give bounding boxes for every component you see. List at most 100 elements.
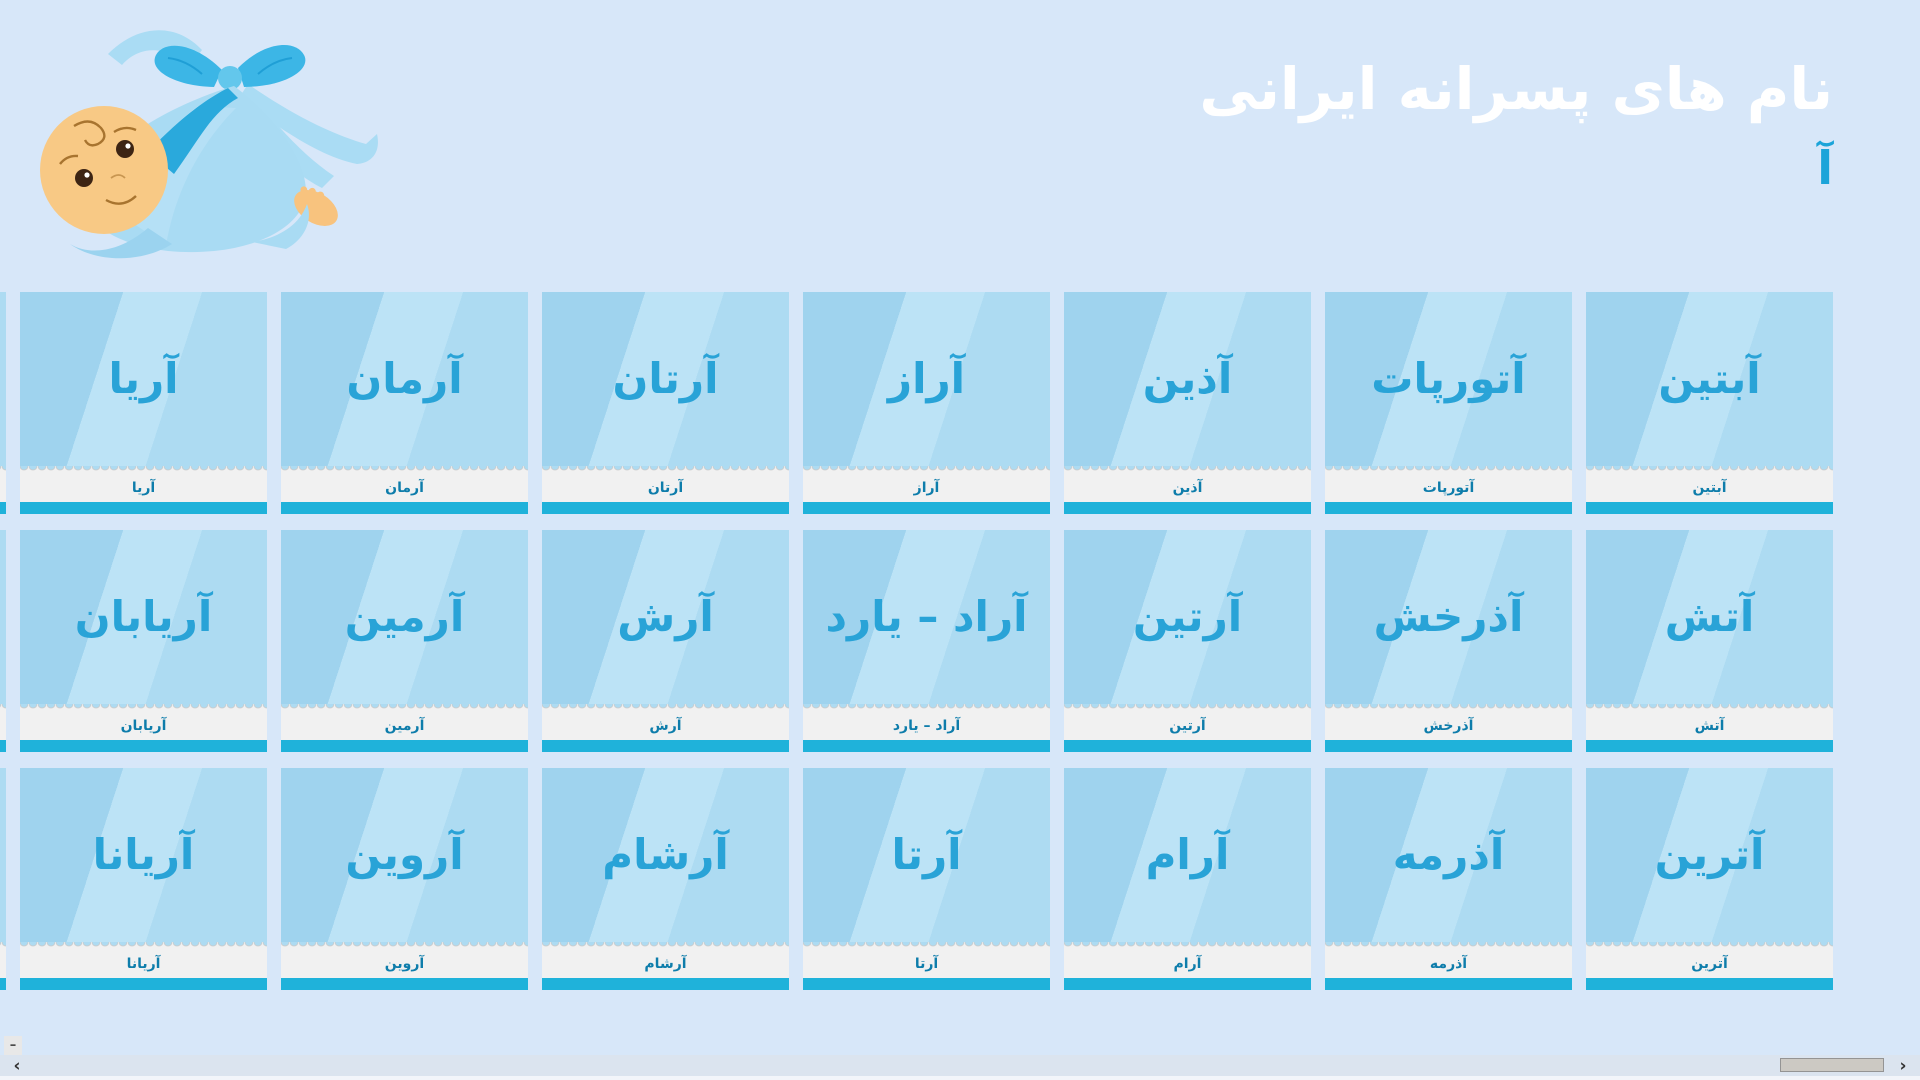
name-card[interactable]: آریابان آریابان bbox=[20, 530, 267, 752]
card-accent-bar bbox=[1064, 740, 1311, 752]
name-label-strip: آراد – یارد bbox=[803, 712, 1050, 740]
card-accent-bar bbox=[1325, 740, 1572, 752]
name-label-strip: آذرخش bbox=[1325, 712, 1572, 740]
name-card[interactable]: آراد – یارد آراد – یارد bbox=[803, 530, 1050, 752]
name-label-strip: آذین bbox=[1064, 474, 1311, 502]
name-label: آرمین bbox=[384, 718, 425, 734]
card-face: آریابان bbox=[20, 530, 267, 704]
name-label-strip: آرتین bbox=[1064, 712, 1311, 740]
card-face bbox=[0, 530, 6, 704]
card-accent-bar bbox=[542, 978, 789, 990]
card-accent-bar bbox=[542, 502, 789, 514]
name-card[interactable]: آذرخش آذرخش bbox=[1325, 530, 1572, 752]
name-label-strip bbox=[0, 712, 6, 740]
card-face: آروین bbox=[281, 768, 528, 942]
torn-edge bbox=[803, 466, 1050, 474]
scroll-right-arrow-icon[interactable]: › bbox=[1899, 1055, 1907, 1076]
name-card[interactable]: آروین آروین bbox=[281, 768, 528, 990]
horizontal-scrollbar[interactable]: ‹ › bbox=[0, 1055, 1920, 1076]
card-accent-bar bbox=[281, 978, 528, 990]
name-card[interactable]: آرمان آرمان bbox=[281, 292, 528, 514]
names-row: آبتین آبتین آتورپات آتورپات آذین آذین آراز آراز… bbox=[0, 292, 1833, 514]
name-label: آراز bbox=[913, 480, 940, 496]
name-label-strip: آرش bbox=[542, 712, 789, 740]
name-text: آذین bbox=[1142, 353, 1233, 403]
name-label-strip: آتش bbox=[1586, 712, 1833, 740]
torn-edge bbox=[1064, 466, 1311, 474]
collapse-button[interactable]: – bbox=[4, 1036, 22, 1055]
name-label-strip: آبتین bbox=[1586, 474, 1833, 502]
card-face: آرمان bbox=[281, 292, 528, 466]
name-card[interactable]: آریانا آریانا bbox=[20, 768, 267, 990]
name-card[interactable]: آذین آذین bbox=[1064, 292, 1311, 514]
name-label: آذین bbox=[1172, 480, 1203, 496]
name-card[interactable]: آرام آرام bbox=[1064, 768, 1311, 990]
name-card[interactable]: آرتا آرتا bbox=[803, 768, 1050, 990]
card-accent-bar bbox=[1325, 502, 1572, 514]
name-label: آذرمه bbox=[1429, 956, 1468, 972]
card-accent-bar bbox=[803, 502, 1050, 514]
name-text: آتورپات bbox=[1371, 353, 1526, 403]
scrollbar-thumb[interactable] bbox=[1780, 1058, 1884, 1072]
header: نام های پسرانه ایرانی آ bbox=[1199, 56, 1833, 191]
name-label-strip: آروین bbox=[281, 950, 528, 978]
card-face: آبتین bbox=[1586, 292, 1833, 466]
card-accent-bar bbox=[20, 502, 267, 514]
name-label: آرتا bbox=[914, 956, 939, 972]
card-accent-bar bbox=[542, 740, 789, 752]
name-text: آرشام bbox=[602, 829, 729, 879]
name-label-strip: آرمین bbox=[281, 712, 528, 740]
name-text: آراد – یارد bbox=[825, 591, 1028, 641]
card-face: آذرمه bbox=[1325, 768, 1572, 942]
torn-edge bbox=[542, 466, 789, 474]
name-label-strip: آریانا bbox=[20, 950, 267, 978]
card-accent-bar bbox=[1586, 740, 1833, 752]
name-text: آرتا bbox=[891, 829, 962, 879]
card-accent-bar bbox=[281, 740, 528, 752]
name-card[interactable]: آرش آرش bbox=[542, 530, 789, 752]
names-grid: آبتین آبتین آتورپات آتورپات آذین آذین آراز آراز… bbox=[0, 292, 1833, 1006]
scroll-left-arrow-icon[interactable]: ‹ bbox=[13, 1055, 21, 1076]
name-card[interactable]: آرشام آرشام bbox=[542, 768, 789, 990]
name-label: آرشام bbox=[644, 956, 687, 972]
name-card[interactable]: آتورپات آتورپات bbox=[1325, 292, 1572, 514]
card-accent-bar bbox=[281, 502, 528, 514]
name-card[interactable]: آذرمه آذرمه bbox=[1325, 768, 1572, 990]
card-face: آرمین bbox=[281, 530, 528, 704]
torn-edge bbox=[20, 704, 267, 712]
card-face: آرام bbox=[1064, 768, 1311, 942]
bottom-strip bbox=[0, 1076, 1920, 1080]
card-accent-bar bbox=[0, 978, 6, 990]
name-card[interactable]: آترین آترین bbox=[1586, 768, 1833, 990]
partial-card bbox=[0, 292, 6, 514]
name-text: آریا bbox=[108, 353, 179, 403]
card-face: آرتان bbox=[542, 292, 789, 466]
card-face: آرشام bbox=[542, 768, 789, 942]
name-text: آرام bbox=[1145, 829, 1230, 879]
card-accent-bar bbox=[1586, 978, 1833, 990]
name-card[interactable]: آبتین آبتین bbox=[1586, 292, 1833, 514]
name-card[interactable]: آرمین آرمین bbox=[281, 530, 528, 752]
name-label: آتش bbox=[1694, 718, 1725, 734]
name-card[interactable]: آرتین آرتین bbox=[1064, 530, 1311, 752]
name-card[interactable]: آراز آراز bbox=[803, 292, 1050, 514]
card-face: آتورپات bbox=[1325, 292, 1572, 466]
torn-edge bbox=[281, 942, 528, 950]
torn-edge bbox=[0, 942, 6, 950]
torn-edge bbox=[803, 942, 1050, 950]
name-card[interactable]: آریا آریا bbox=[20, 292, 267, 514]
card-accent-bar bbox=[20, 978, 267, 990]
name-card[interactable]: آرتان آرتان bbox=[542, 292, 789, 514]
name-label: آرتین bbox=[1169, 718, 1206, 734]
name-label-strip: آرتان bbox=[542, 474, 789, 502]
letter-heading: آ bbox=[1817, 140, 1833, 195]
torn-edge bbox=[542, 704, 789, 712]
torn-edge bbox=[0, 704, 6, 712]
card-accent-bar bbox=[0, 740, 6, 752]
name-text: آرتین bbox=[1132, 591, 1243, 641]
names-row: آتش آتش آذرخش آذرخش آرتین آرتین آراد – یارد آرا… bbox=[0, 530, 1833, 752]
name-label-strip: آرمان bbox=[281, 474, 528, 502]
partial-card bbox=[0, 768, 6, 990]
name-text: آترین bbox=[1654, 829, 1765, 879]
name-card[interactable]: آتش آتش bbox=[1586, 530, 1833, 752]
